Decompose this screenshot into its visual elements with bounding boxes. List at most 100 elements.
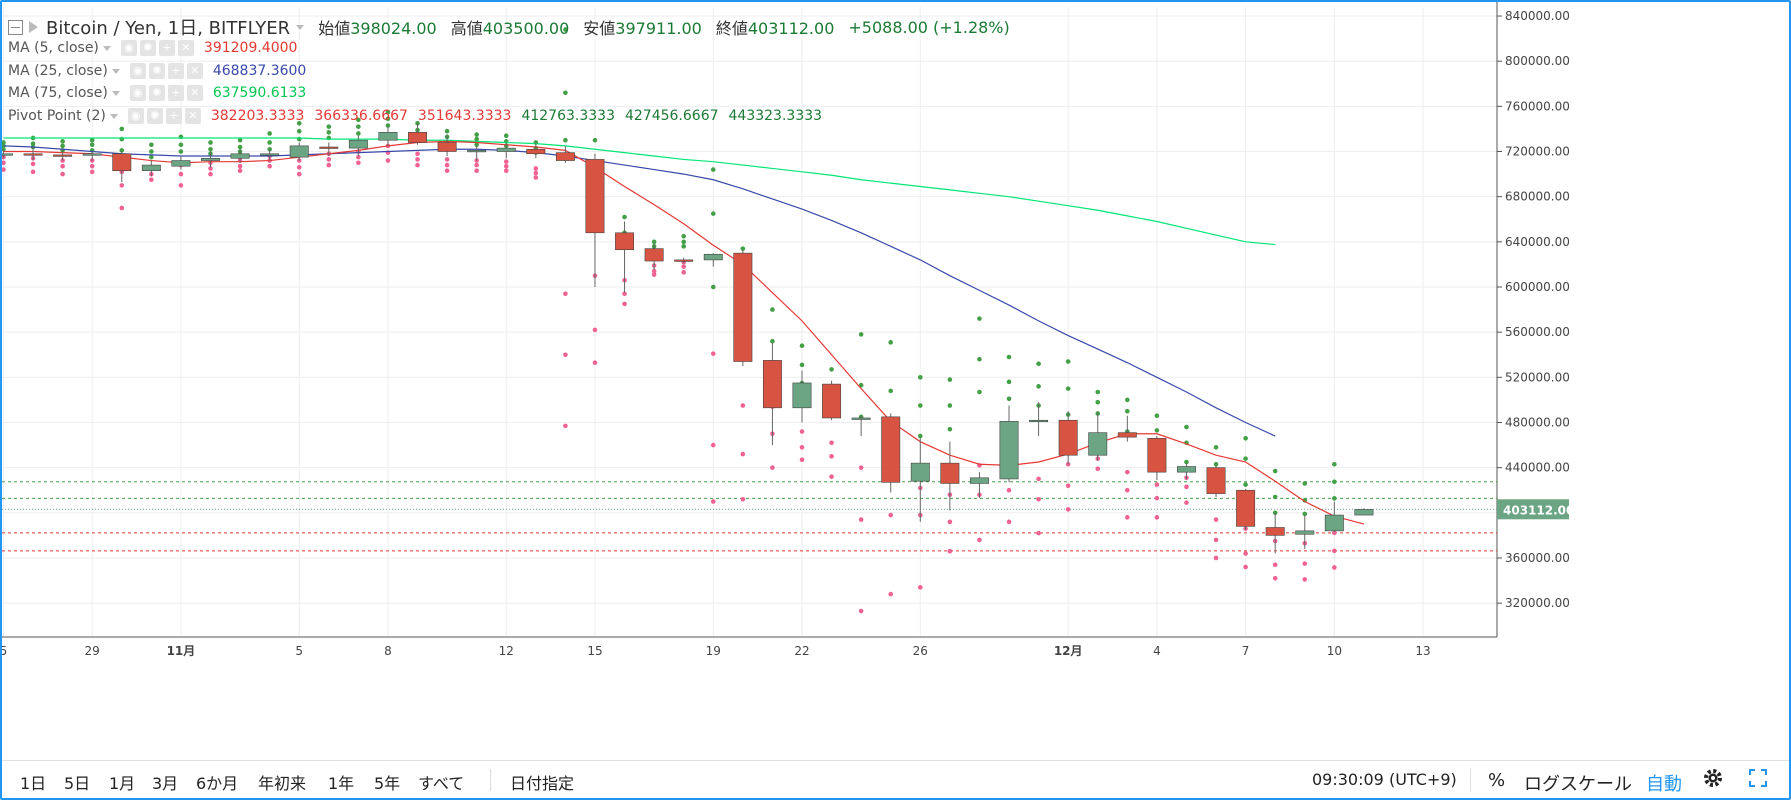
pivot-dot-resistance: [1332, 496, 1337, 501]
eye-icon[interactable]: ◉: [127, 108, 144, 124]
close-icon[interactable]: ✕: [186, 63, 203, 79]
indicator-name[interactable]: MA (25, close): [8, 63, 108, 79]
pivot-dot-support: [1125, 515, 1130, 520]
pivot-dot-resistance: [563, 137, 568, 143]
collapse-icon[interactable]: [8, 19, 23, 35]
eye-icon[interactable]: ◉: [129, 85, 146, 101]
pivot-dot-support: [1302, 561, 1308, 566]
gear-icon[interactable]: ✺: [139, 40, 156, 56]
y-tick-label: 760000.00: [1505, 99, 1570, 113]
eye-icon[interactable]: ◉: [120, 40, 137, 56]
pivot-dot-resistance: [1006, 396, 1012, 402]
range-all[interactable]: すべて: [418, 774, 465, 793]
plus-icon[interactable]: +: [158, 40, 175, 56]
pivot-dot-resistance: [1095, 389, 1101, 395]
pivot-dot-support: [503, 163, 509, 169]
x-tick-label: 15: [587, 644, 602, 658]
pivot-dot-support: [30, 161, 36, 167]
pivot-dot-support: [444, 168, 450, 174]
pivot-dot-resistance: [977, 356, 982, 362]
candle-down: [762, 360, 782, 409]
flag-icon[interactable]: [29, 21, 38, 33]
indicator-value: 443323.3333: [728, 108, 823, 124]
percent-toggle[interactable]: %: [1488, 770, 1506, 791]
candle-up: [260, 153, 280, 156]
plus-icon[interactable]: +: [167, 63, 184, 79]
pivot-dot-support: [237, 163, 243, 169]
pivot-dot-support: [356, 160, 361, 166]
range-5d[interactable]: 5日: [64, 774, 91, 793]
indicator-name[interactable]: MA (5, close): [8, 40, 99, 56]
indicator-legend-2[interactable]: MA (75, close) ◉ ✺ + ✕ 637590.6133: [2, 85, 306, 101]
pivot-dot-resistance: [681, 233, 686, 239]
pivot-dot-resistance: [385, 116, 391, 122]
chevron-down-icon[interactable]: [111, 68, 120, 74]
indicator-legend-3[interactable]: Pivot Point (2) ◉ ✺ + ✕ 382203.3333 366336.666…: [2, 108, 822, 124]
candle-up: [141, 164, 161, 172]
pivot-dot-resistance: [474, 136, 479, 142]
pivot-dot-resistance: [858, 332, 864, 337]
pivot-dot-resistance: [119, 148, 125, 153]
close-icon[interactable]: ✕: [186, 85, 203, 101]
eye-icon[interactable]: ◉: [129, 63, 146, 79]
pivot-dot-support: [651, 268, 657, 274]
pivot-dot-resistance: [30, 141, 36, 146]
ohlc-close: 終値403112.00: [715, 19, 835, 38]
close-icon[interactable]: ✕: [184, 108, 201, 124]
range-6m[interactable]: 6か月: [196, 774, 239, 793]
close-icon[interactable]: ✕: [177, 40, 194, 56]
pivot-dot-resistance: [60, 139, 65, 144]
range-1d[interactable]: 1日: [20, 774, 47, 793]
plus-icon[interactable]: +: [165, 108, 182, 124]
pivot-dot-support: [740, 496, 746, 502]
chevron-down-icon[interactable]: [296, 24, 305, 30]
gear-icon[interactable]: ✺: [146, 108, 163, 124]
clock[interactable]: 09:30:09 (UTC+9): [1312, 770, 1457, 789]
indicator-legend-1[interactable]: MA (25, close) ◉ ✺ + ✕ 468837.3600: [2, 63, 306, 79]
gear-icon[interactable]: ✺: [148, 85, 165, 101]
indicator-legend-0[interactable]: MA (5, close) ◉ ✺ + ✕ 391209.4000: [2, 40, 297, 56]
date-range-button[interactable]: 日付指定: [510, 774, 575, 793]
chevron-down-icon[interactable]: [111, 90, 120, 96]
gear-icon[interactable]: [1702, 767, 1724, 793]
ohlc-low: 安値397911.00: [583, 19, 702, 38]
candle-down: [408, 132, 427, 143]
pivot-dot-resistance: [1154, 428, 1160, 433]
symbol-header: Bitcoin / Yen, 1日, BITFLYER 始値398024.00 …: [8, 14, 1010, 40]
candle-down: [1147, 437, 1167, 473]
y-tick-label: 800000.00: [1505, 54, 1570, 68]
pivot-dot-resistance: [799, 362, 805, 368]
range-1y[interactable]: 1年: [328, 774, 355, 793]
gear-icon[interactable]: ✺: [148, 63, 165, 79]
indicator-value: 351643.3333: [417, 108, 512, 124]
pivot-dot-resistance: [267, 140, 272, 145]
pivot-dot-resistance: [1243, 456, 1248, 461]
candle-down: [674, 259, 694, 262]
pivot-dot-resistance: [1272, 494, 1278, 500]
log-scale-toggle[interactable]: ログスケール: [1524, 774, 1632, 795]
price-chart[interactable]: 320000.00360000.00400000.00440000.004800…: [2, 2, 1789, 760]
pivot-dot-resistance: [917, 375, 923, 380]
pivot-dot-support: [533, 170, 539, 176]
x-tick-label: 12: [499, 644, 514, 658]
range-1m[interactable]: 1月: [109, 774, 136, 793]
plus-icon[interactable]: +: [167, 85, 184, 101]
chevron-down-icon[interactable]: [109, 113, 118, 119]
range-3m[interactable]: 3月: [152, 774, 179, 793]
indicator-name[interactable]: MA (75, close): [8, 85, 108, 101]
auto-scale-toggle[interactable]: 自動: [1646, 774, 1682, 795]
chevron-down-icon[interactable]: [102, 45, 111, 51]
pivot-dot-resistance: [149, 142, 154, 148]
y-tick-label: 840000.00: [1505, 9, 1570, 23]
symbol-title[interactable]: Bitcoin / Yen, 1日, BITFLYER: [46, 18, 291, 39]
pivot-dot-support: [1272, 562, 1278, 568]
fullscreen-icon[interactable]: [1748, 768, 1768, 792]
pivot-dot-support: [356, 154, 361, 160]
indicator-name[interactable]: Pivot Point (2): [8, 108, 106, 124]
range-ytd[interactable]: 年初来: [258, 774, 307, 793]
range-5y[interactable]: 5年: [374, 774, 401, 793]
pivot-dot-resistance: [710, 284, 716, 290]
pivot-dot-support: [119, 183, 125, 188]
pivot-dot-support: [326, 162, 332, 168]
